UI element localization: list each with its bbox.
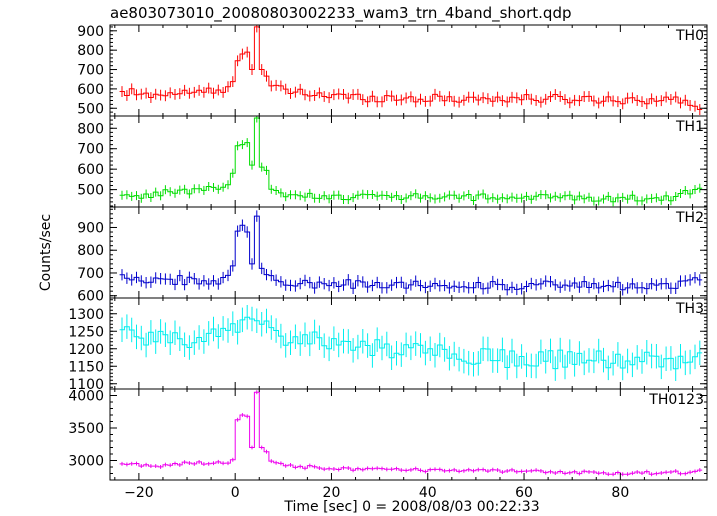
x-axis: −20 0 20 40 60 80 bbox=[124, 485, 629, 501]
y-tick-label: 500 bbox=[77, 183, 104, 199]
y-tick-label: 800 bbox=[77, 243, 104, 259]
panel-label: TH2 bbox=[675, 210, 704, 226]
y-tick-label: 600 bbox=[77, 289, 104, 305]
chart-title: ae803073010_20080803002233_wam3_trn_4ban… bbox=[110, 4, 572, 23]
panel-label: TH0123 bbox=[648, 392, 704, 408]
panel-label: TH3 bbox=[675, 301, 704, 317]
y-tick-label: 700 bbox=[77, 142, 104, 158]
panel-label: TH1 bbox=[675, 119, 704, 135]
series-th0 bbox=[119, 25, 703, 115]
x-tick-label: 0 bbox=[231, 485, 240, 501]
panel-th2: 600 700 800 900 TH2 bbox=[77, 206, 708, 305]
panel-th0123: 3000 3500 4000 TH0123 bbox=[68, 388, 708, 481]
series-th1 bbox=[119, 116, 703, 207]
y-tick-label: 500 bbox=[77, 101, 104, 117]
y-tick-label: 4000 bbox=[68, 389, 104, 405]
series-th0123 bbox=[119, 390, 703, 477]
x-tick-label: 60 bbox=[515, 485, 533, 501]
step-line-th0123 bbox=[119, 391, 703, 475]
panel-frame bbox=[109, 115, 708, 208]
panel-th0: 500 600 700 800 900 TH0 bbox=[77, 24, 708, 117]
y-tick-label: 800 bbox=[77, 43, 104, 59]
y-tick-label: 800 bbox=[77, 121, 104, 137]
panel-frame bbox=[109, 388, 708, 481]
y-tick-label: 900 bbox=[77, 220, 104, 236]
y-tick-label: 3500 bbox=[68, 421, 104, 437]
y-tick-label: 1100 bbox=[68, 377, 104, 393]
y-tick-label: 3000 bbox=[68, 454, 104, 470]
x-axis-label: Time [sec] 0 = 2008/08/03 00:22:33 bbox=[283, 499, 539, 515]
x-tick-label: 40 bbox=[419, 485, 437, 501]
y-tick-label: 700 bbox=[77, 266, 104, 282]
y-tick-label: 1250 bbox=[68, 324, 104, 340]
step-line-th3 bbox=[119, 316, 703, 370]
y-tick-label: 1300 bbox=[68, 307, 104, 323]
x-tick-label: 80 bbox=[611, 485, 629, 501]
step-line-th2 bbox=[119, 215, 703, 291]
panel-label: TH0 bbox=[675, 28, 704, 44]
y-tick-label: 600 bbox=[77, 162, 104, 178]
y-tick-label: 1200 bbox=[68, 342, 104, 358]
panel-th1: 500 600 700 800 TH1 bbox=[77, 115, 708, 208]
y-tick-label: 700 bbox=[77, 63, 104, 79]
step-line-th1 bbox=[119, 117, 703, 203]
y-axis-label: Counts/sec bbox=[38, 214, 54, 291]
y-tick-label: 600 bbox=[77, 82, 104, 98]
y-tick-label: 900 bbox=[77, 24, 104, 40]
y-tick-label: 1150 bbox=[68, 359, 104, 375]
x-tick-label: 20 bbox=[323, 485, 341, 501]
x-tick-label: −20 bbox=[124, 485, 154, 501]
series-th2 bbox=[119, 210, 703, 296]
series-th3 bbox=[119, 305, 703, 381]
